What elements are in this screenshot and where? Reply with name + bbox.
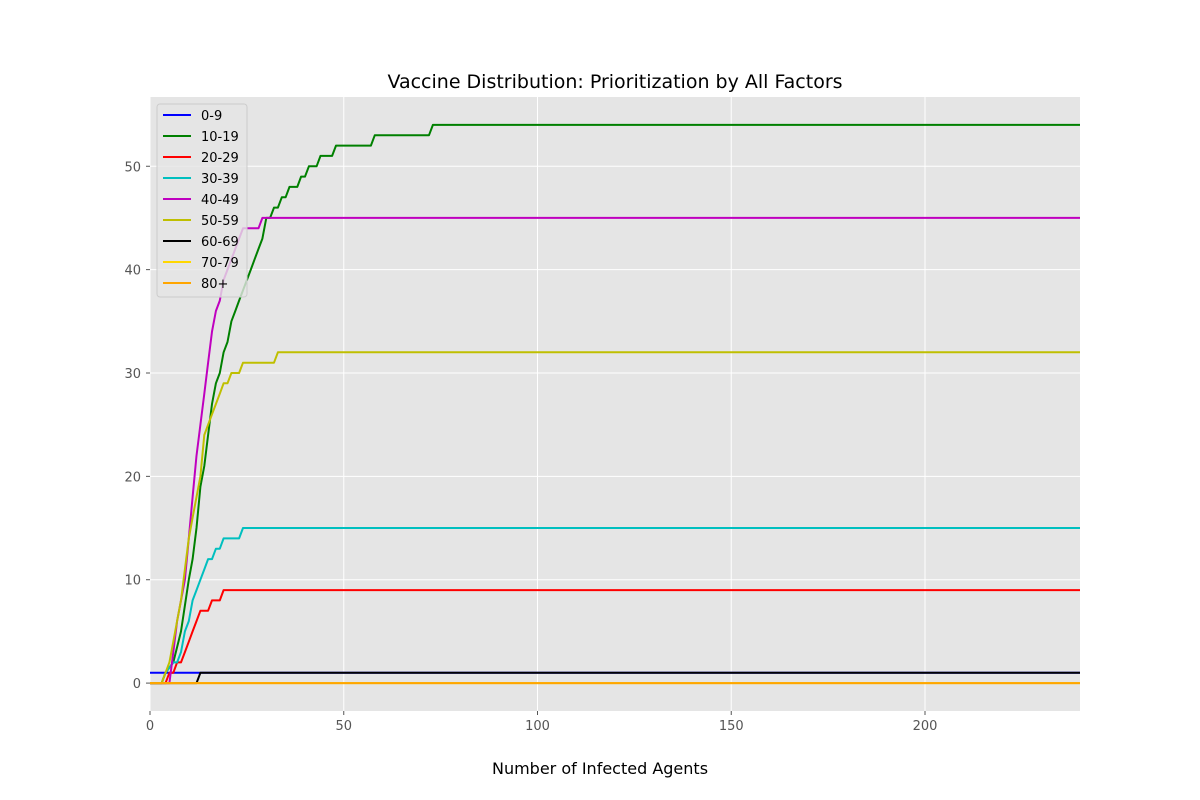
legend-label: 80+ bbox=[201, 277, 228, 292]
legend-label: 30-39 bbox=[201, 172, 239, 187]
y-tick-label: 20 bbox=[124, 470, 141, 485]
x-axis-label: Number of Infected Agents bbox=[492, 759, 708, 778]
y-tick-label: 50 bbox=[124, 160, 141, 175]
legend-label: 60-69 bbox=[201, 235, 239, 250]
x-tick-label: 150 bbox=[719, 719, 744, 734]
y-tick-label: 10 bbox=[124, 574, 141, 589]
series-lines bbox=[150, 123, 1080, 685]
legend-label: 10-19 bbox=[201, 130, 239, 145]
x-tick-label: 0 bbox=[146, 719, 154, 734]
legend-label: 70-79 bbox=[201, 256, 239, 271]
legend-label: 0-9 bbox=[201, 109, 222, 124]
legend-label: 20-29 bbox=[201, 151, 239, 166]
legend-box bbox=[156, 103, 248, 298]
legend-label: 40-49 bbox=[201, 193, 239, 208]
x-tick-label: 50 bbox=[335, 719, 352, 734]
x-axis-ticks: 0 50 100 150 200 bbox=[146, 711, 938, 734]
x-tick-label: 200 bbox=[913, 719, 938, 734]
x-tick-label: 100 bbox=[525, 719, 550, 734]
y-tick-label: 0 bbox=[133, 677, 141, 692]
y-axis-ticks: 0 10 20 30 40 50 bbox=[124, 160, 150, 692]
legend: 0-9 10-19 20-29 30-39 40-49 50-59 60-69 70-79 80… bbox=[156, 103, 248, 298]
legend-label: 50-59 bbox=[201, 214, 239, 229]
series-line-10-19 bbox=[150, 123, 1080, 685]
chart-title: Vaccine Distribution: Prioritization by … bbox=[387, 71, 842, 93]
y-tick-label: 30 bbox=[124, 367, 141, 382]
series-line-30-39 bbox=[150, 527, 1080, 685]
series-line-50-59 bbox=[150, 351, 1080, 685]
y-tick-label: 40 bbox=[124, 264, 141, 279]
